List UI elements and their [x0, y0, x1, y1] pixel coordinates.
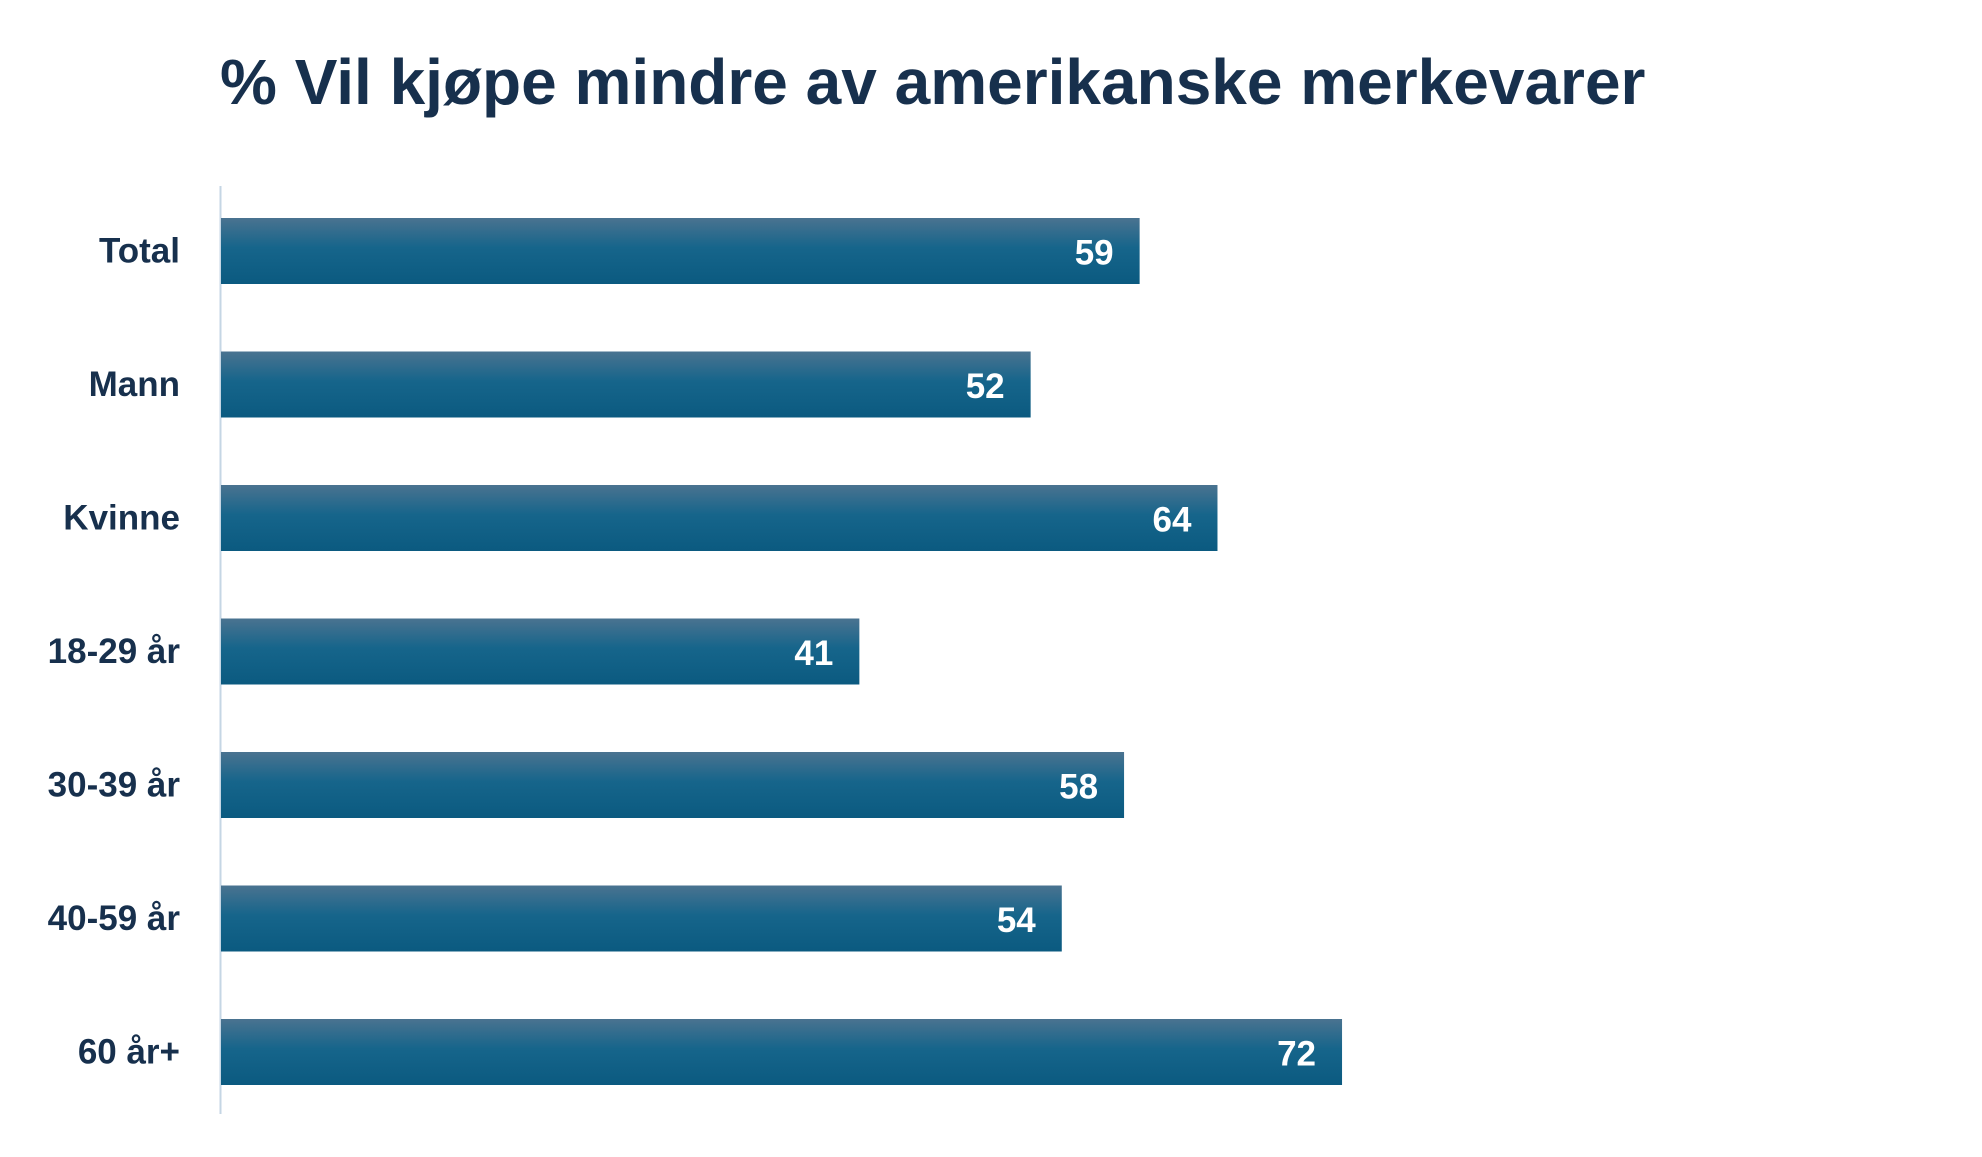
category-label: Mann — [89, 365, 180, 404]
data-label: 59 — [1075, 234, 1114, 273]
bar — [221, 752, 1125, 818]
bar — [221, 885, 1062, 952]
data-label: 58 — [1059, 768, 1098, 807]
category-label: 60 år+ — [78, 1033, 180, 1072]
category-label: Kvinne — [63, 499, 180, 538]
category-labels-group: Total Mann Kvinne 18-29 år 30-39 år 40-59 år 6… — [48, 232, 181, 1072]
bar — [221, 618, 860, 685]
bar — [221, 1019, 1343, 1085]
category-label: 30-39 år — [48, 766, 181, 805]
bar — [221, 485, 1218, 551]
category-label: Total — [99, 232, 180, 271]
data-label: 72 — [1277, 1035, 1316, 1074]
bars-group — [221, 218, 1343, 1085]
data-label: 54 — [997, 901, 1036, 940]
category-label: 40-59 år — [48, 899, 181, 938]
bar — [221, 218, 1140, 284]
bar — [221, 351, 1031, 418]
data-label: 41 — [794, 634, 833, 673]
data-label: 64 — [1153, 501, 1192, 540]
data-label: 52 — [966, 367, 1005, 406]
chart-title: % Vil kjøpe mindre av amerikanske merkev… — [220, 46, 1645, 118]
value-labels-group: 59 52 64 41 58 54 72 — [794, 234, 1316, 1074]
category-label: 18-29 år — [48, 632, 181, 671]
